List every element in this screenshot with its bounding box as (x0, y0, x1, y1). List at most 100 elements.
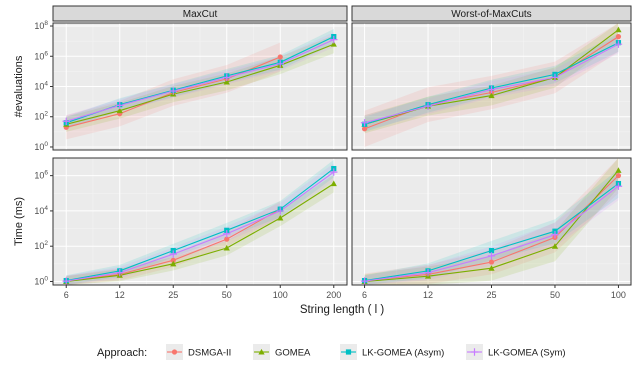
y-tick-base: 10 (34, 276, 44, 286)
data-point (223, 78, 230, 85)
y-axis-label: Time (ms) (13, 197, 25, 246)
data-point (224, 236, 230, 242)
series-line (66, 39, 335, 122)
x-tick-label: 100 (611, 290, 626, 300)
x-tick-label: 100 (273, 290, 288, 300)
panel-border (351, 22, 632, 151)
data-point (487, 85, 496, 94)
y-tick-base: 10 (34, 21, 44, 31)
y-tick-label: 104 (34, 81, 48, 92)
legend-marker (171, 349, 178, 355)
confidence-band (66, 32, 334, 128)
y-tick-base: 10 (34, 206, 44, 216)
data-point (551, 73, 559, 82)
data-point (614, 182, 623, 190)
data-point (223, 244, 230, 251)
legend-marker (470, 348, 479, 356)
y-tick-exponent: 0 (44, 141, 48, 148)
x-axis-label: String length ( l ) (300, 304, 385, 316)
data-point (424, 268, 432, 277)
data-point (330, 180, 337, 187)
data-point (615, 34, 622, 40)
y-tick-label: 104 (34, 205, 48, 216)
y-tick-exponent: 6 (44, 170, 48, 177)
confidence-band (66, 29, 334, 129)
confidence-band (364, 158, 619, 285)
x-tick-label: 50 (222, 290, 232, 300)
legend-item-2: LK-GOMEA (Asym) (340, 344, 444, 360)
series-line (66, 183, 335, 283)
data-point (361, 126, 368, 132)
y-tick-label: 108 (34, 20, 48, 31)
data-point (277, 214, 284, 221)
data-point (330, 35, 338, 44)
x-tick-label: 25 (168, 290, 178, 300)
data-point (424, 102, 432, 110)
confidence-band (364, 169, 619, 285)
y-tick-exponent: 4 (44, 81, 48, 88)
data-point (62, 117, 70, 125)
confidence-band (364, 23, 619, 147)
x-tick-label: 50 (550, 290, 560, 300)
data-point (615, 26, 622, 33)
x-tick-label: 12 (115, 290, 125, 300)
data-point (551, 243, 559, 249)
data-point (223, 73, 231, 82)
legend-label: LK-GOMEA (Asym) (362, 348, 444, 359)
facet-strip (351, 5, 632, 22)
data-point (169, 250, 177, 258)
series-line (66, 43, 335, 125)
legend-marker (345, 349, 352, 355)
legend-label: DSMGA-II (188, 348, 231, 359)
data-point (116, 107, 123, 114)
data-point (614, 40, 623, 48)
data-point (330, 168, 338, 176)
y-tick-exponent: 6 (44, 50, 48, 57)
panel-time-worst: 6 12 25 50 100 (351, 157, 632, 300)
data-point (116, 268, 124, 277)
confidence-band (66, 163, 334, 285)
data-point (330, 41, 337, 47)
legend-label: GOMEA (275, 348, 311, 359)
legend-item-1: GOMEA (253, 344, 311, 360)
y-tick-label: 102 (34, 240, 48, 251)
y-tick-base: 10 (34, 142, 44, 152)
x-tick-label: 25 (486, 290, 496, 300)
y-tick-label: 106 (34, 50, 48, 61)
y-tick-exponent: 4 (44, 205, 48, 212)
data-point (170, 260, 177, 267)
x-tick-label: 200 (326, 290, 341, 300)
confidence-band (66, 174, 334, 285)
data-point (223, 230, 231, 238)
data-point (276, 207, 284, 215)
confidence-band (66, 159, 334, 285)
series-line (66, 168, 335, 282)
x-tick-label: 6 (362, 290, 367, 300)
y-tick-label: 100 (34, 275, 48, 286)
series-line (66, 171, 335, 282)
y-tick-base: 10 (34, 51, 44, 61)
legend-label: LK-GOMEA (Sym) (488, 348, 566, 359)
y-tick-exponent: 8 (44, 20, 48, 27)
data-point (615, 173, 622, 179)
data-point (487, 252, 496, 260)
y-tick-label: 106 (34, 170, 48, 181)
data-point (488, 265, 495, 271)
legend-item-0: DSMGA-II (166, 344, 231, 360)
facet-title: MaxCut (183, 9, 218, 20)
data-point (169, 87, 177, 95)
data-point (360, 277, 369, 285)
panel-border (52, 157, 348, 286)
y-axis-label: #evaluations (13, 55, 25, 117)
data-point (170, 257, 176, 263)
facet-strip (52, 5, 348, 22)
y-tick-label: 102 (34, 111, 48, 122)
data-point (62, 277, 70, 285)
panel-evals-worst: Worst-of-MaxCuts (351, 5, 632, 151)
data-point (615, 167, 622, 173)
legend-marker (258, 348, 265, 355)
